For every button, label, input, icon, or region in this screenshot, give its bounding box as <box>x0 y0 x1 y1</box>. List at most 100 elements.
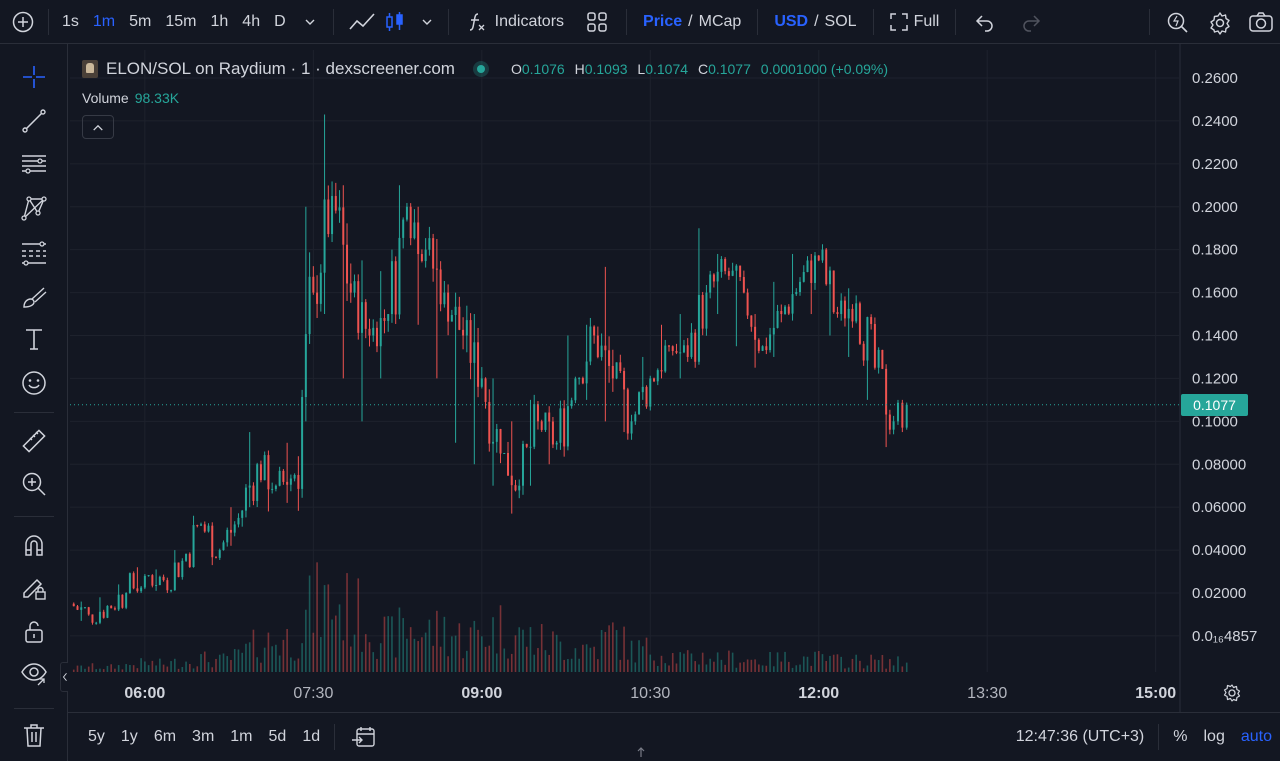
range-1m[interactable]: 1m <box>230 728 253 745</box>
collapse-legend-button[interactable] <box>82 115 114 139</box>
settings-button[interactable] <box>1198 11 1240 35</box>
redo-button[interactable] <box>1008 11 1054 33</box>
trend-line-tool[interactable] <box>19 108 49 138</box>
volume-bar <box>323 585 326 672</box>
candle-body <box>521 443 524 486</box>
candle-body <box>331 196 334 235</box>
magnet-mode-button[interactable] <box>19 532 49 562</box>
volume-bar <box>802 656 805 672</box>
range-1d[interactable]: 1d <box>302 728 321 745</box>
interval-4h[interactable]: 4h <box>242 12 261 30</box>
range-5y[interactable]: 5y <box>88 728 105 745</box>
currency-toggle[interactable]: USD / SOL <box>764 13 866 31</box>
fullscreen-button[interactable]: Full <box>880 13 950 31</box>
candle-body <box>795 292 798 295</box>
axis-settings-button[interactable] <box>1222 683 1242 703</box>
symbol-title[interactable]: ELON/SOL on Raydium · 1 · dexscreener.co… <box>106 59 455 78</box>
volume-bar <box>690 653 693 672</box>
emoji-tool[interactable] <box>19 370 49 400</box>
line-chart-type-button[interactable] <box>340 11 378 33</box>
volume-bar <box>327 584 330 672</box>
volume-bar <box>421 637 423 672</box>
candle-body <box>611 365 614 379</box>
add-symbol-button[interactable] <box>0 11 48 33</box>
lock-all-drawings-button[interactable] <box>19 618 49 648</box>
interval-15m[interactable]: 15m <box>165 12 197 30</box>
date-range-button[interactable] <box>341 726 387 748</box>
pane-resize-handle[interactable] <box>636 746 646 758</box>
volume-bar <box>114 668 116 672</box>
volume-bar <box>660 655 663 672</box>
volume-legend: Volume 98.33K <box>82 90 179 106</box>
volume-bar <box>720 659 723 672</box>
log-scale-toggle[interactable]: log <box>1203 728 1225 745</box>
lock-drawings-pencil-button[interactable] <box>19 574 49 604</box>
volume-bar <box>563 659 565 672</box>
change-value: 0.0001000 (+0.09%) <box>760 61 889 77</box>
price-chart[interactable]: 0.2600 0.2400 0.2200 0.2000 0.1800 0.1600 0.14… <box>68 44 1280 712</box>
mcap-option[interactable]: MCap <box>698 12 742 30</box>
remove-drawings-button[interactable] <box>19 722 49 752</box>
interval-1s[interactable]: 1s <box>62 12 79 30</box>
layouts-button[interactable] <box>574 11 620 33</box>
percent-scale-toggle[interactable]: % <box>1173 728 1188 745</box>
chart-type-dropdown[interactable] <box>412 15 442 29</box>
candle-body <box>724 259 727 272</box>
volume-bar <box>787 661 790 672</box>
volume-bar <box>166 666 169 672</box>
undo-button[interactable] <box>962 11 1008 33</box>
measure-tool[interactable] <box>19 428 49 458</box>
zoom-in-tool[interactable] <box>19 471 49 501</box>
magnet-icon <box>20 531 48 564</box>
volume-bar <box>728 650 730 672</box>
pattern-tool[interactable] <box>19 195 49 225</box>
token-logo <box>82 60 98 78</box>
brush-tool[interactable] <box>19 284 49 314</box>
interval-1h[interactable]: 1h <box>210 12 229 30</box>
candle-body <box>357 281 360 333</box>
volume-bar <box>263 647 266 672</box>
sol-option[interactable]: SOL <box>824 12 857 30</box>
timezone-clock[interactable]: 12:47:36 (UTC+3) <box>1015 728 1145 745</box>
y-tick-label: 0.04000 <box>1192 542 1246 559</box>
range-5d[interactable]: 5d <box>268 728 287 745</box>
usd-option[interactable]: USD <box>774 12 809 30</box>
price-option[interactable]: Price <box>643 12 683 30</box>
intervals-dropdown[interactable] <box>293 15 327 29</box>
candles-chart-type-button[interactable] <box>378 11 412 33</box>
volume-bar <box>529 627 532 672</box>
range-3m[interactable]: 3m <box>192 728 215 745</box>
range-6m[interactable]: 6m <box>153 728 177 745</box>
candle-body <box>372 327 375 336</box>
interval-1m[interactable]: 1m <box>92 12 116 30</box>
range-list: 5y 1y 6m 3m 1m 5d 1d <box>68 728 328 746</box>
screenshot-button[interactable] <box>1240 11 1280 33</box>
candle-body <box>690 332 693 357</box>
candle-body <box>274 485 277 489</box>
quick-search-button[interactable] <box>1156 11 1198 33</box>
volume-bar <box>537 648 539 672</box>
candle-body <box>87 607 90 615</box>
volume-bar <box>140 658 142 672</box>
candle-body <box>76 606 79 610</box>
candle-body <box>667 345 670 347</box>
close-key: C <box>697 61 709 77</box>
candle-body <box>840 300 843 315</box>
candle-body <box>660 370 663 372</box>
text-tool[interactable] <box>19 326 49 356</box>
price-mcap-toggle[interactable]: Price / MCap <box>633 13 751 31</box>
interval-5m[interactable]: 5m <box>129 12 152 30</box>
range-1y[interactable]: 1y <box>120 728 138 745</box>
candle-body <box>443 292 446 305</box>
interval-d[interactable]: D <box>274 12 286 30</box>
volume-bar <box>686 650 689 672</box>
volume-bar <box>177 668 180 672</box>
crosshair-tool[interactable] <box>19 64 49 94</box>
prediction-tool[interactable] <box>19 240 49 270</box>
plus-circle-icon <box>12 11 34 33</box>
volume-bar <box>331 619 333 672</box>
horizontal-lines-tool[interactable] <box>19 151 49 181</box>
hide-drawings-button[interactable] <box>19 660 49 690</box>
indicators-button[interactable]: Indicators <box>455 11 574 33</box>
auto-scale-toggle[interactable]: auto <box>1240 728 1272 745</box>
